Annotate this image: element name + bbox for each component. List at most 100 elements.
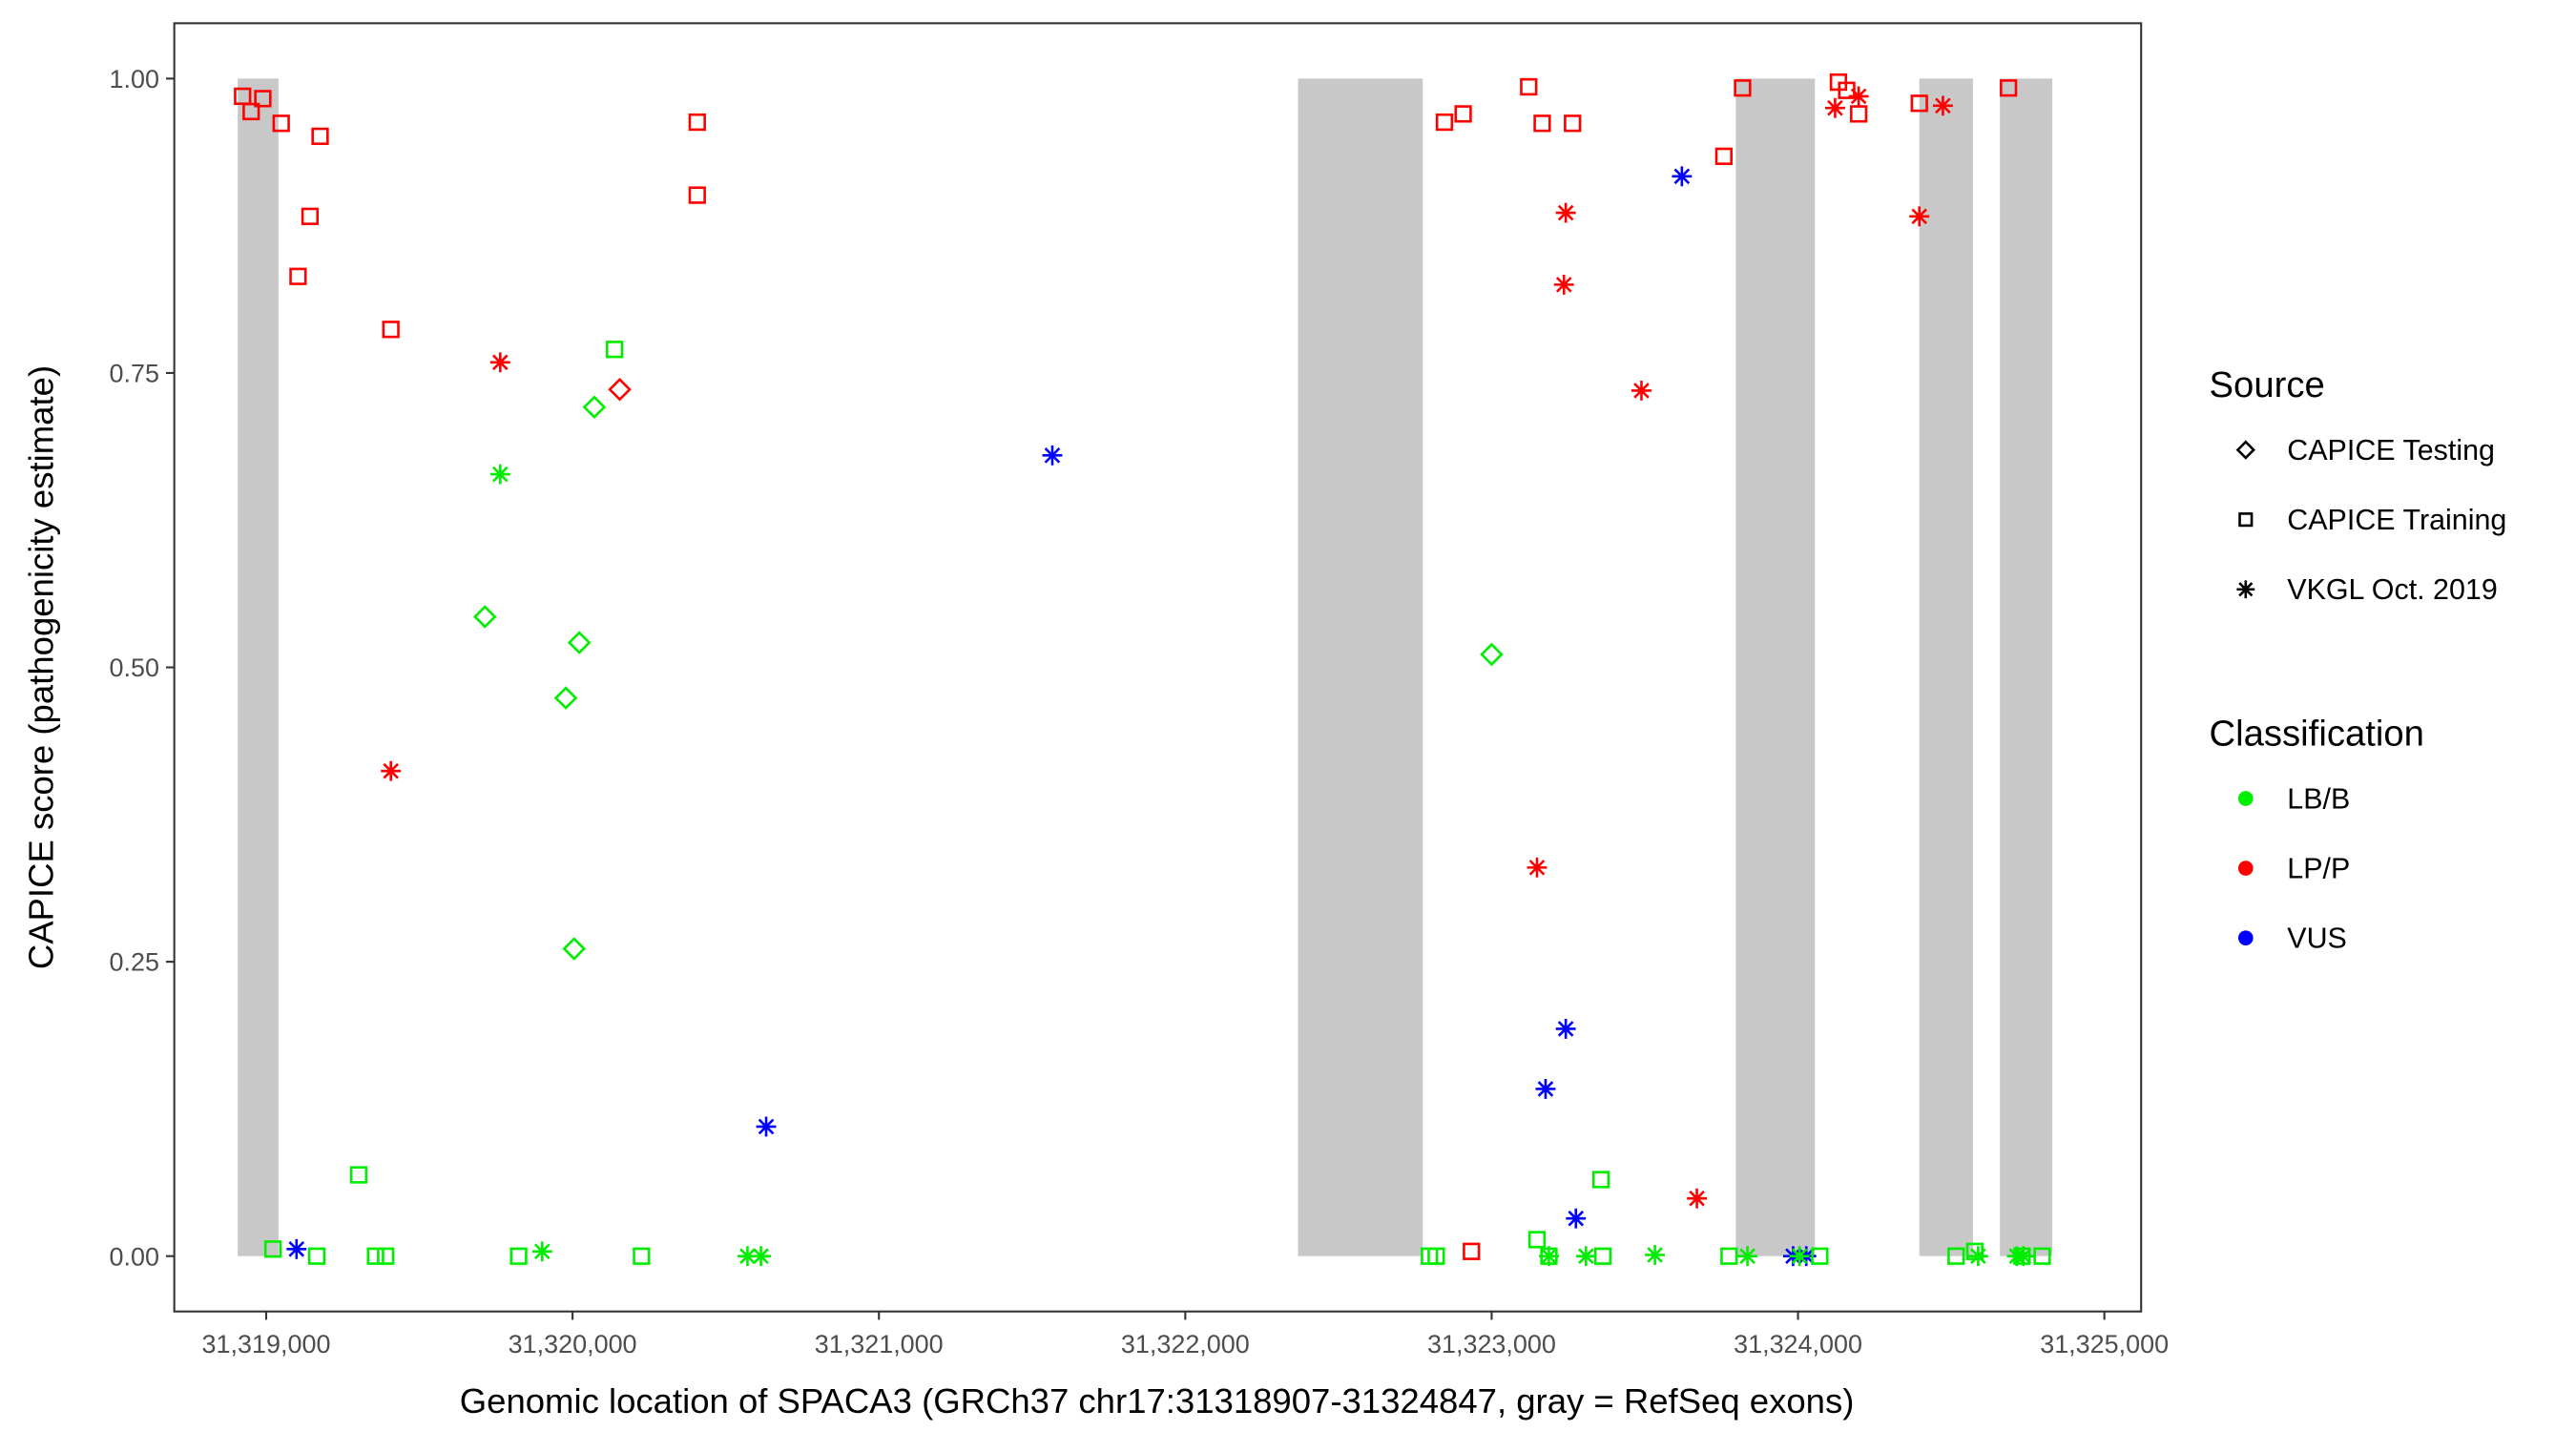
- exon-band: [238, 78, 279, 1256]
- exon-band: [1298, 78, 1423, 1256]
- data-point: [1720, 1247, 1738, 1265]
- x-tick-label: 31,321,000: [815, 1330, 944, 1358]
- x-axis-ticks: 31,319,000 31,320,000 31,321,000 31,322,000…: [202, 1311, 2169, 1358]
- data-point: [2000, 79, 2018, 97]
- legend-dot-icon: [2237, 930, 2254, 946]
- data-point: [1539, 1246, 1559, 1267]
- data-point: [688, 113, 706, 132]
- y-axis-title: CAPICE score (pathogenicity estimate): [22, 365, 61, 969]
- data-point: [1566, 1208, 1587, 1229]
- data-point: [567, 631, 592, 654]
- data-point: [509, 1247, 528, 1265]
- legend-dot-icon: [2237, 861, 2254, 876]
- data-point: [1850, 105, 1868, 123]
- data-point: [1848, 86, 1869, 107]
- data-point: [1967, 1246, 1988, 1267]
- legend-class-item: LP/P: [2287, 853, 2350, 885]
- data-point: [1591, 1171, 1610, 1189]
- legend: Source Classification CAPICE Testing CAPI…: [2210, 364, 2507, 955]
- exon-band: [2000, 78, 2053, 1256]
- data-point: [531, 1241, 552, 1262]
- data-point: [1553, 274, 1574, 295]
- data-point: [1454, 105, 1472, 123]
- data-point: [633, 1247, 651, 1265]
- data-point: [1811, 1247, 1829, 1265]
- data-point: [381, 760, 402, 781]
- data-point: [1910, 94, 1928, 113]
- data-point: [311, 127, 329, 145]
- y-tick-label: 0.25: [110, 948, 159, 977]
- data-point: [286, 1238, 307, 1259]
- data-point: [366, 1247, 384, 1265]
- data-point: [2033, 1247, 2051, 1265]
- data-point: [688, 186, 706, 204]
- x-axis-title: Genomic location of SPACA3 (GRCh37 chr17…: [460, 1381, 1855, 1421]
- data-points: [234, 73, 2051, 1267]
- data-point: [1042, 445, 1063, 466]
- data-point: [608, 377, 632, 402]
- legend-classification-title: Classification: [2210, 713, 2424, 754]
- data-point: [1575, 1246, 1596, 1267]
- data-point: [377, 1247, 395, 1265]
- data-point: [242, 102, 260, 121]
- data-point: [1520, 77, 1538, 96]
- data-point: [756, 1116, 777, 1137]
- data-point: [1645, 1245, 1666, 1265]
- legend-source-item: CAPICE Training: [2287, 504, 2506, 536]
- data-point: [1714, 147, 1733, 165]
- y-tick-label: 1.00: [110, 65, 159, 93]
- x-tick-label: 31,325,000: [2040, 1330, 2169, 1358]
- data-point: [562, 937, 587, 961]
- data-point: [605, 341, 624, 359]
- y-tick-label: 0.75: [110, 360, 159, 388]
- data-point: [1480, 642, 1504, 667]
- legend-class-item: LB/B: [2287, 782, 2350, 815]
- legend-asterisk-icon: [2236, 580, 2255, 599]
- data-point: [1947, 1247, 1965, 1265]
- exon-band: [1735, 78, 1816, 1256]
- data-point: [489, 352, 510, 373]
- data-point: [301, 207, 320, 225]
- data-point: [272, 114, 290, 133]
- data-point: [1555, 1019, 1576, 1039]
- data-point: [1535, 1078, 1556, 1099]
- data-point: [2013, 1246, 2034, 1267]
- data-point: [1463, 1242, 1481, 1260]
- data-point: [1527, 1231, 1547, 1249]
- data-point: [1909, 206, 1930, 227]
- data-point: [307, 1247, 326, 1265]
- data-point: [254, 90, 272, 108]
- data-point: [553, 686, 578, 710]
- data-point: [1824, 97, 1845, 118]
- data-point: [1687, 1188, 1708, 1209]
- exon-bands: [238, 78, 2053, 1256]
- data-point: [1593, 1247, 1612, 1265]
- x-tick-label: 31,322,000: [1121, 1330, 1250, 1358]
- data-point: [349, 1166, 368, 1184]
- x-tick-label: 31,323,000: [1427, 1330, 1556, 1358]
- data-point: [1427, 1247, 1445, 1265]
- legend-source-item: VKGL Oct. 2019: [2287, 573, 2497, 606]
- data-point: [382, 321, 400, 339]
- data-point: [472, 605, 497, 629]
- data-point: [1789, 1246, 1810, 1267]
- legend-class-item: VUS: [2287, 923, 2347, 955]
- data-point: [737, 1246, 758, 1267]
- data-point: [751, 1246, 772, 1267]
- data-point: [1564, 114, 1582, 133]
- data-point: [263, 1240, 282, 1258]
- data-point: [582, 395, 607, 420]
- data-point: [1672, 166, 1693, 187]
- legend-diamond-icon: [2235, 440, 2255, 460]
- exon-band: [1919, 78, 1973, 1256]
- data-point: [1527, 857, 1548, 878]
- data-point: [489, 464, 510, 485]
- plot-frame: [173, 22, 2143, 1313]
- y-tick-label: 0.50: [110, 653, 159, 682]
- data-point: [1435, 113, 1454, 132]
- data-point: [1933, 95, 1953, 116]
- data-point: [1737, 1246, 1758, 1267]
- data-point: [289, 267, 307, 285]
- legend-source-item: CAPICE Testing: [2287, 434, 2495, 467]
